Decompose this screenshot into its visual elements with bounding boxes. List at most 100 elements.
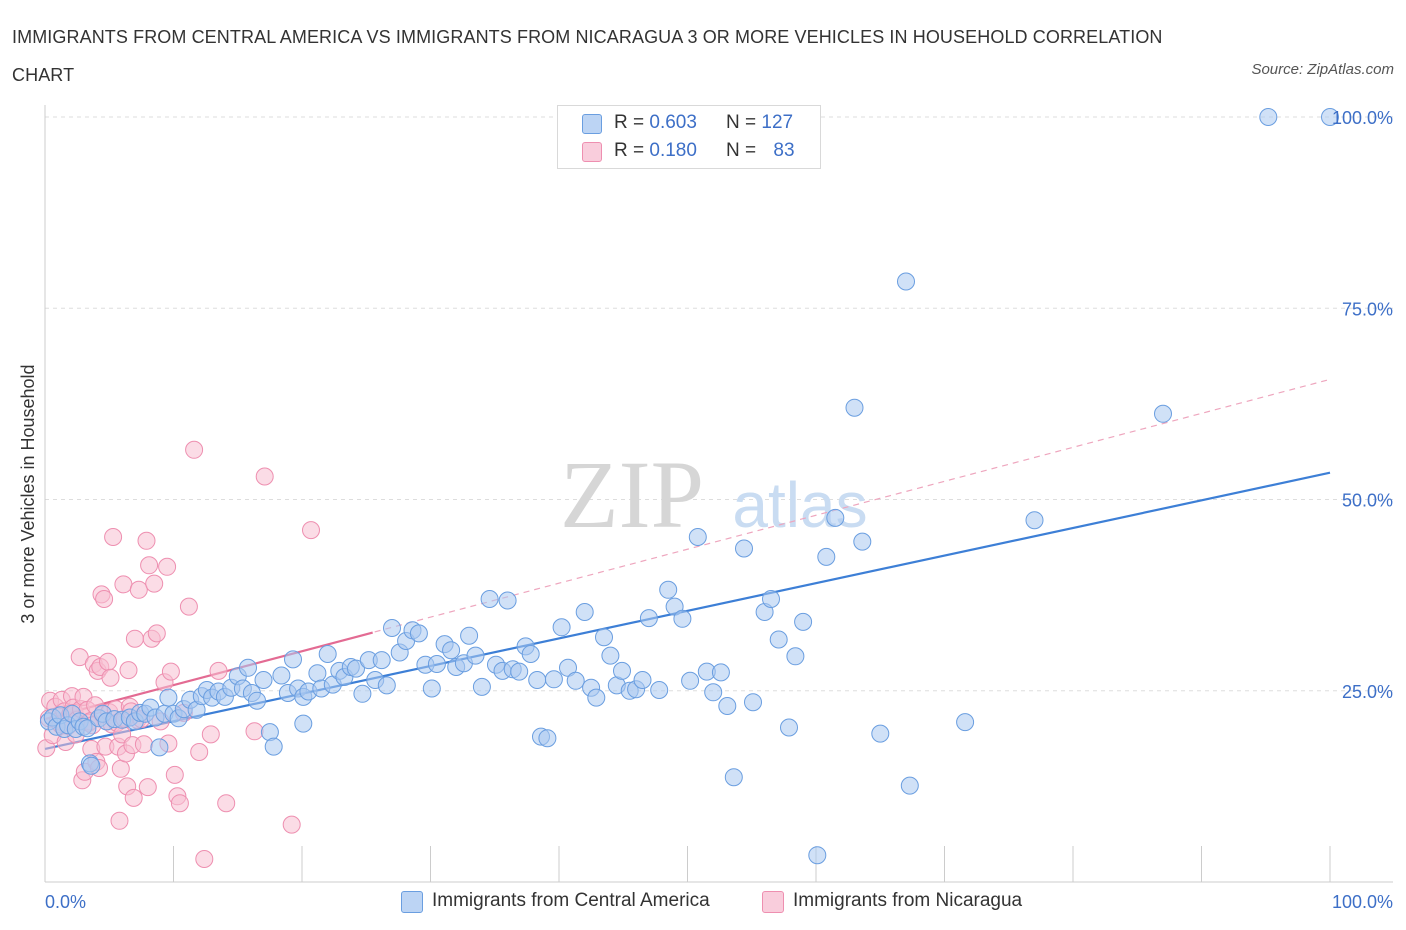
point-central-america [150,738,169,757]
point-central-america [659,580,678,599]
legend-label: Immigrants from Nicaragua [793,890,1023,911]
point-central-america [817,547,836,566]
point-central-america [1321,108,1339,126]
point-central-america [575,603,594,621]
point-nicaragua [129,580,148,599]
point-central-america [294,714,313,733]
y-tick-label: 50.0% [1342,491,1393,511]
point-central-america [786,647,805,666]
point-nicaragua [125,629,144,648]
point-central-america [853,532,872,551]
point-central-america [347,659,365,678]
point-central-america [780,718,798,737]
point-central-america [566,671,585,690]
point-central-america [1025,511,1044,530]
point-central-america [897,272,915,291]
point-nicaragua [140,556,159,575]
point-nicaragua [134,735,153,754]
point-central-america [528,671,547,689]
point-central-america [769,630,788,649]
tick-labels: 25.0% 50.0% 75.0% 100.0% 0.0% 100.0% [45,108,1393,912]
point-central-america [159,688,178,707]
point-nicaragua [255,467,274,486]
y-tick-label: 25.0% [1342,682,1393,702]
legend-swatch-pink [762,891,784,913]
legend-n-label: N = [726,112,757,133]
point-central-america [427,655,446,673]
point-central-america [673,609,692,628]
point-central-america [377,676,396,695]
series-legend: Immigrants from Central America Immigran… [0,889,1406,915]
legend-swatch-blue [401,891,423,913]
legend-n-label: N = [726,140,757,161]
point-nicaragua [95,590,114,608]
point-central-america [633,671,652,689]
point-central-america [264,737,283,756]
point-central-america [1259,108,1278,126]
point-central-america [601,646,620,665]
point-nicaragua [201,725,220,744]
watermark-zip: ZIP [560,441,704,548]
point-nicaragua [179,597,198,616]
point-nicaragua [114,575,133,594]
point-central-america [826,508,845,527]
point-central-america [498,591,517,610]
point-central-america [718,697,737,715]
point-central-america [613,661,631,680]
x-tick-label-min: 0.0% [45,892,86,912]
point-nicaragua [185,440,204,459]
point-central-america [794,612,813,631]
point-central-america [239,658,257,677]
point-central-america [272,666,291,685]
point-nicaragua [161,662,180,681]
source-label: Source: ZipAtlas.com [1251,61,1394,78]
data-points [37,108,1339,868]
point-central-america [422,679,441,698]
point-central-america [650,681,669,699]
point-central-america [318,645,337,663]
point-central-america [308,664,327,683]
legend-swatch-pink [582,142,602,162]
point-central-america [724,768,743,787]
axes [44,105,1393,883]
legend-label: Immigrants from Central America [432,890,710,911]
point-central-america [480,590,499,608]
x-tick-label-max: 100.0% [1332,892,1393,912]
point-central-america [552,618,571,637]
legend-swatch-blue [582,114,602,134]
point-central-america [353,684,372,703]
point-nicaragua [104,528,123,546]
point-central-america [639,609,658,628]
point-central-america [845,398,864,417]
point-central-america [82,756,101,775]
legend-r-value: 0.180 [649,140,697,161]
point-nicaragua [190,743,209,761]
point-nicaragua [170,794,189,813]
point-central-america [587,688,606,707]
point-central-america [711,663,730,682]
point-nicaragua [110,811,129,830]
point-central-america [595,628,613,647]
point-central-america [762,590,780,608]
point-central-america [466,646,485,665]
point-central-america [956,713,975,732]
legend-r-label: R = [614,112,645,133]
point-central-america [900,776,919,795]
point-nicaragua [124,788,143,807]
point-central-america [544,670,563,689]
point-central-america [704,683,723,702]
legend-n-value: 127 [761,112,794,133]
point-central-america [538,729,557,748]
point-nicaragua [119,661,138,680]
point-nicaragua [165,765,184,784]
point-nicaragua [282,815,301,834]
y-axis-label: 3 or more Vehicles in Household [18,364,38,623]
point-central-america [372,651,391,670]
point-central-america [409,624,428,643]
point-central-america [681,671,700,690]
point-central-america [808,846,827,865]
point-nicaragua [302,521,320,540]
chart-title: IMMIGRANTS FROM CENTRAL AMERICA VS IMMIG… [12,27,1163,85]
point-nicaragua [137,531,156,550]
